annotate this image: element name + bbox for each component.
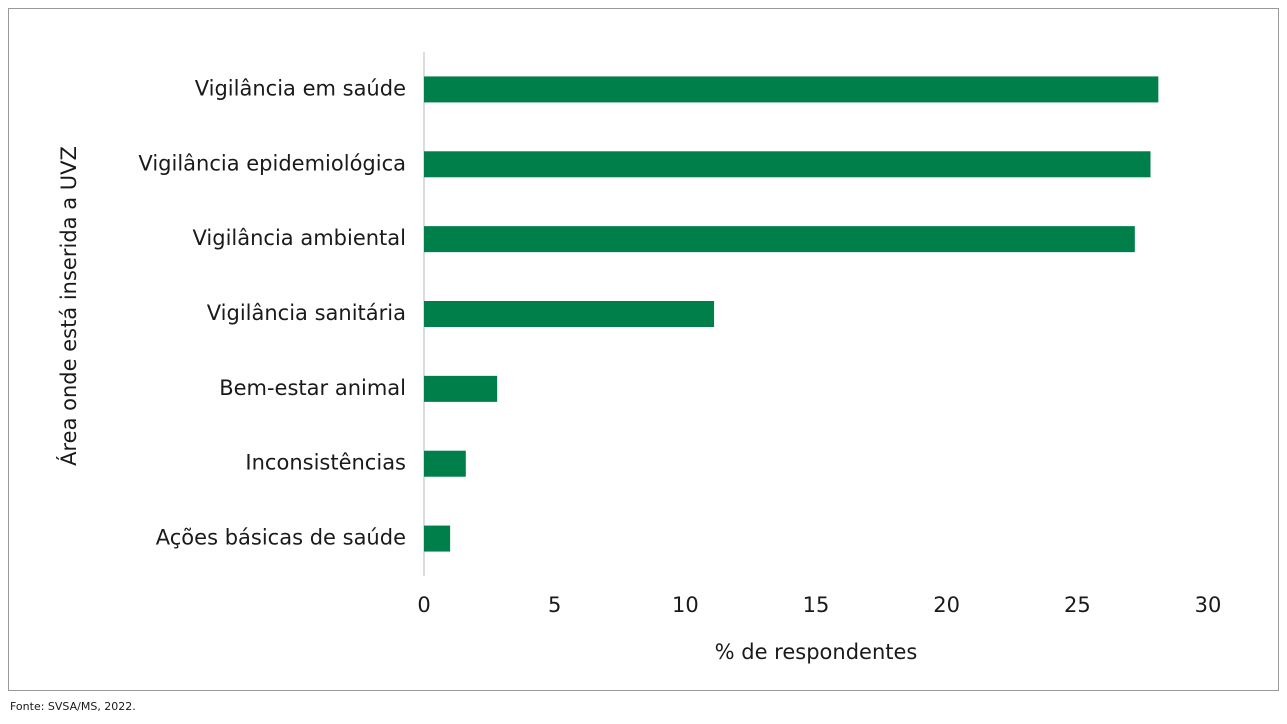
y-tick-label: Vigilância epidemiológica bbox=[138, 151, 406, 175]
x-axis-label: % de respondentes bbox=[715, 640, 918, 664]
y-tick-label: Bem-estar animal bbox=[219, 376, 406, 400]
y-tick-label: Inconsistências bbox=[245, 451, 406, 475]
x-tick-label: 5 bbox=[548, 593, 561, 617]
y-tick-label: Vigilância sanitária bbox=[207, 301, 406, 325]
bar bbox=[424, 525, 451, 552]
source-note: Fonte: SVSA/MS, 2022. bbox=[10, 700, 136, 713]
y-tick-label: Vigilância em saúde bbox=[195, 76, 406, 100]
y-axis-label: Área onde está inserida a UVZ bbox=[56, 146, 81, 466]
bar bbox=[424, 76, 1159, 103]
x-tick-label: 30 bbox=[1195, 593, 1222, 617]
chart-frame bbox=[8, 8, 1279, 691]
bar bbox=[424, 151, 1151, 178]
x-tick-label: 15 bbox=[803, 593, 830, 617]
x-tick-label: 0 bbox=[417, 593, 430, 617]
bar bbox=[424, 226, 1135, 253]
bar bbox=[424, 375, 498, 402]
x-tick-label: 10 bbox=[672, 593, 699, 617]
bar bbox=[424, 450, 466, 477]
x-tick-label: 25 bbox=[1064, 593, 1091, 617]
y-tick-label: Ações básicas de saúde bbox=[156, 526, 406, 550]
bar bbox=[424, 301, 715, 327]
x-tick-label: 20 bbox=[933, 593, 960, 617]
y-tick-label: Vigilância ambiental bbox=[193, 226, 407, 250]
